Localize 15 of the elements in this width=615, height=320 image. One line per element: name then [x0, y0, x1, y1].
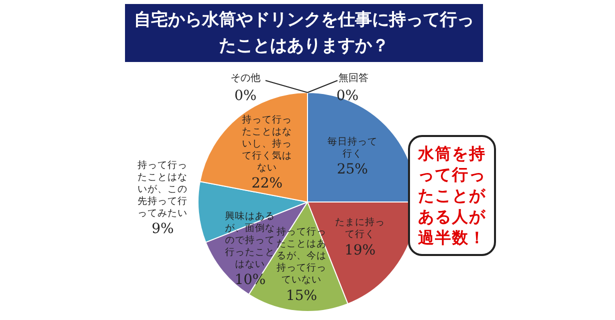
text: 0% [234, 88, 257, 104]
slice-label: たまに持って行く [335, 216, 386, 240]
data-label: 19% [344, 242, 376, 258]
data-label: 22% [251, 176, 283, 192]
category-label: 無回答 [338, 73, 368, 84]
text: 0% [336, 88, 359, 104]
slice-label: 毎日持って行く [327, 136, 378, 160]
slice-label: 持って行ったことはないし、持って行く気はない [242, 114, 292, 174]
slice-label: 持って行ったことはないが、この先持って行ってみたい [138, 158, 188, 219]
data-label: 9% [152, 221, 174, 238]
chart-title: 自宅から水筒やドリンクを仕事に持って行ったことはありますか？ [125, 4, 483, 62]
data-label: 25% [336, 162, 368, 178]
text: 水筒を持って行ったことがある人が過半数！ [408, 135, 496, 256]
data-label: 15% [286, 288, 318, 304]
category-label: その他 [230, 73, 260, 84]
